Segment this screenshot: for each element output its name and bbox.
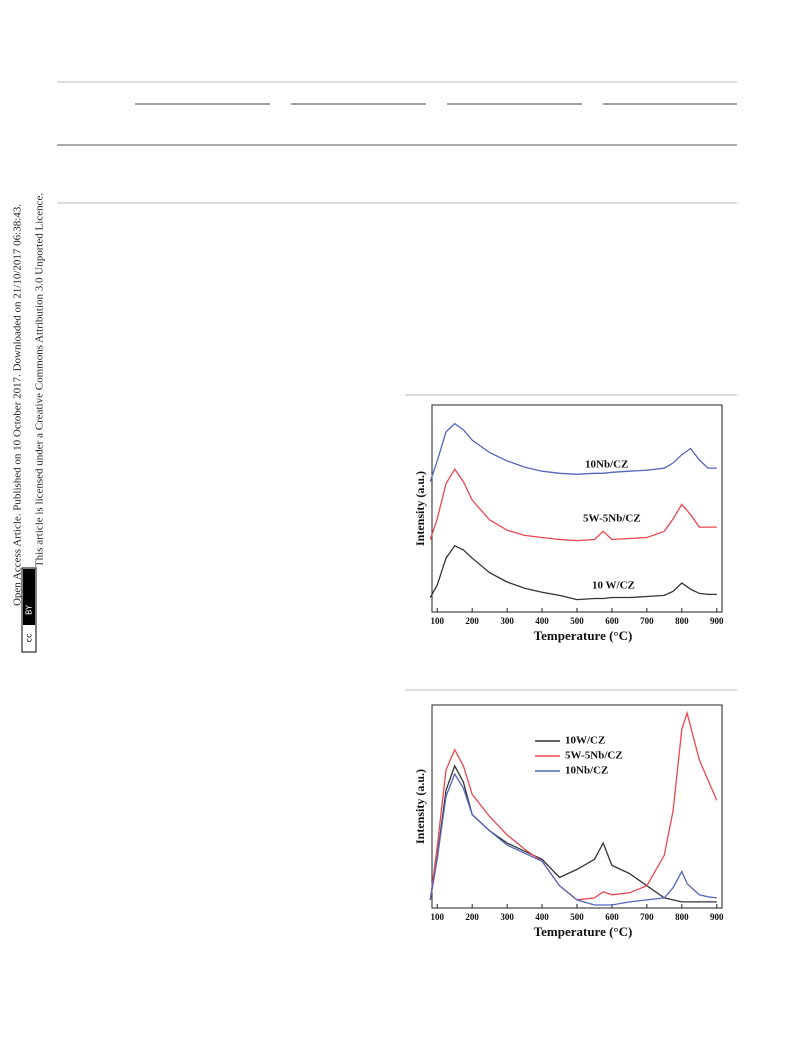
- x-tick-label: 800: [675, 616, 689, 626]
- x-tick-label: 200: [465, 616, 479, 626]
- series-label: 5W-5Nb/CZ: [583, 513, 641, 525]
- x-tick-label: 300: [500, 912, 514, 922]
- y-axis-label: Intensity (a.u.): [413, 471, 427, 546]
- series-line: [429, 710, 718, 901]
- x-tick-label: 900: [710, 616, 724, 626]
- series-label: 10Nb/CZ: [585, 459, 628, 471]
- x-tick-label: 800: [675, 912, 689, 922]
- badge-by: BY: [25, 605, 34, 615]
- access-note: Open Access Article. Published on 10 Oct…: [12, 204, 24, 606]
- legend-label: 5W-5Nb/CZ: [565, 750, 623, 762]
- series-line: [429, 764, 717, 903]
- x-tick-label: 200: [465, 912, 479, 922]
- x-tick-label: 600: [605, 912, 619, 922]
- x-tick-label: 700: [640, 912, 654, 922]
- series-line: [429, 772, 717, 906]
- x-tick-label: 500: [570, 616, 584, 626]
- table-rules: [57, 81, 737, 691]
- x-tick-label: 300: [500, 616, 514, 626]
- licence-note: This article is licensed under a Creativ…: [34, 193, 46, 567]
- cc-badge: BY cc: [21, 567, 37, 653]
- x-tick-label: 600: [605, 616, 619, 626]
- series-line: [429, 422, 717, 482]
- legend-label: 10Nb/CZ: [565, 765, 608, 777]
- series-line: [429, 468, 717, 542]
- x-tick-label: 100: [430, 912, 444, 922]
- legend-label: 10W/CZ: [565, 735, 605, 747]
- plot-frame: [431, 404, 723, 613]
- badge-cc: cc: [25, 634, 34, 643]
- x-tick-label: 100: [430, 616, 444, 626]
- x-tick-label: 900: [710, 912, 724, 922]
- y-axis-label: Intensity (a.u.): [413, 769, 427, 844]
- series-label: 10 W/CZ: [592, 580, 635, 592]
- x-tick-label: 700: [640, 616, 654, 626]
- x-axis-label: Temperature (°C): [534, 924, 633, 939]
- series-line: [429, 544, 717, 601]
- x-axis-label: Temperature (°C): [534, 628, 633, 643]
- x-tick-label: 400: [535, 616, 549, 626]
- x-tick-label: 500: [570, 912, 584, 922]
- x-tick-label: 400: [535, 912, 549, 922]
